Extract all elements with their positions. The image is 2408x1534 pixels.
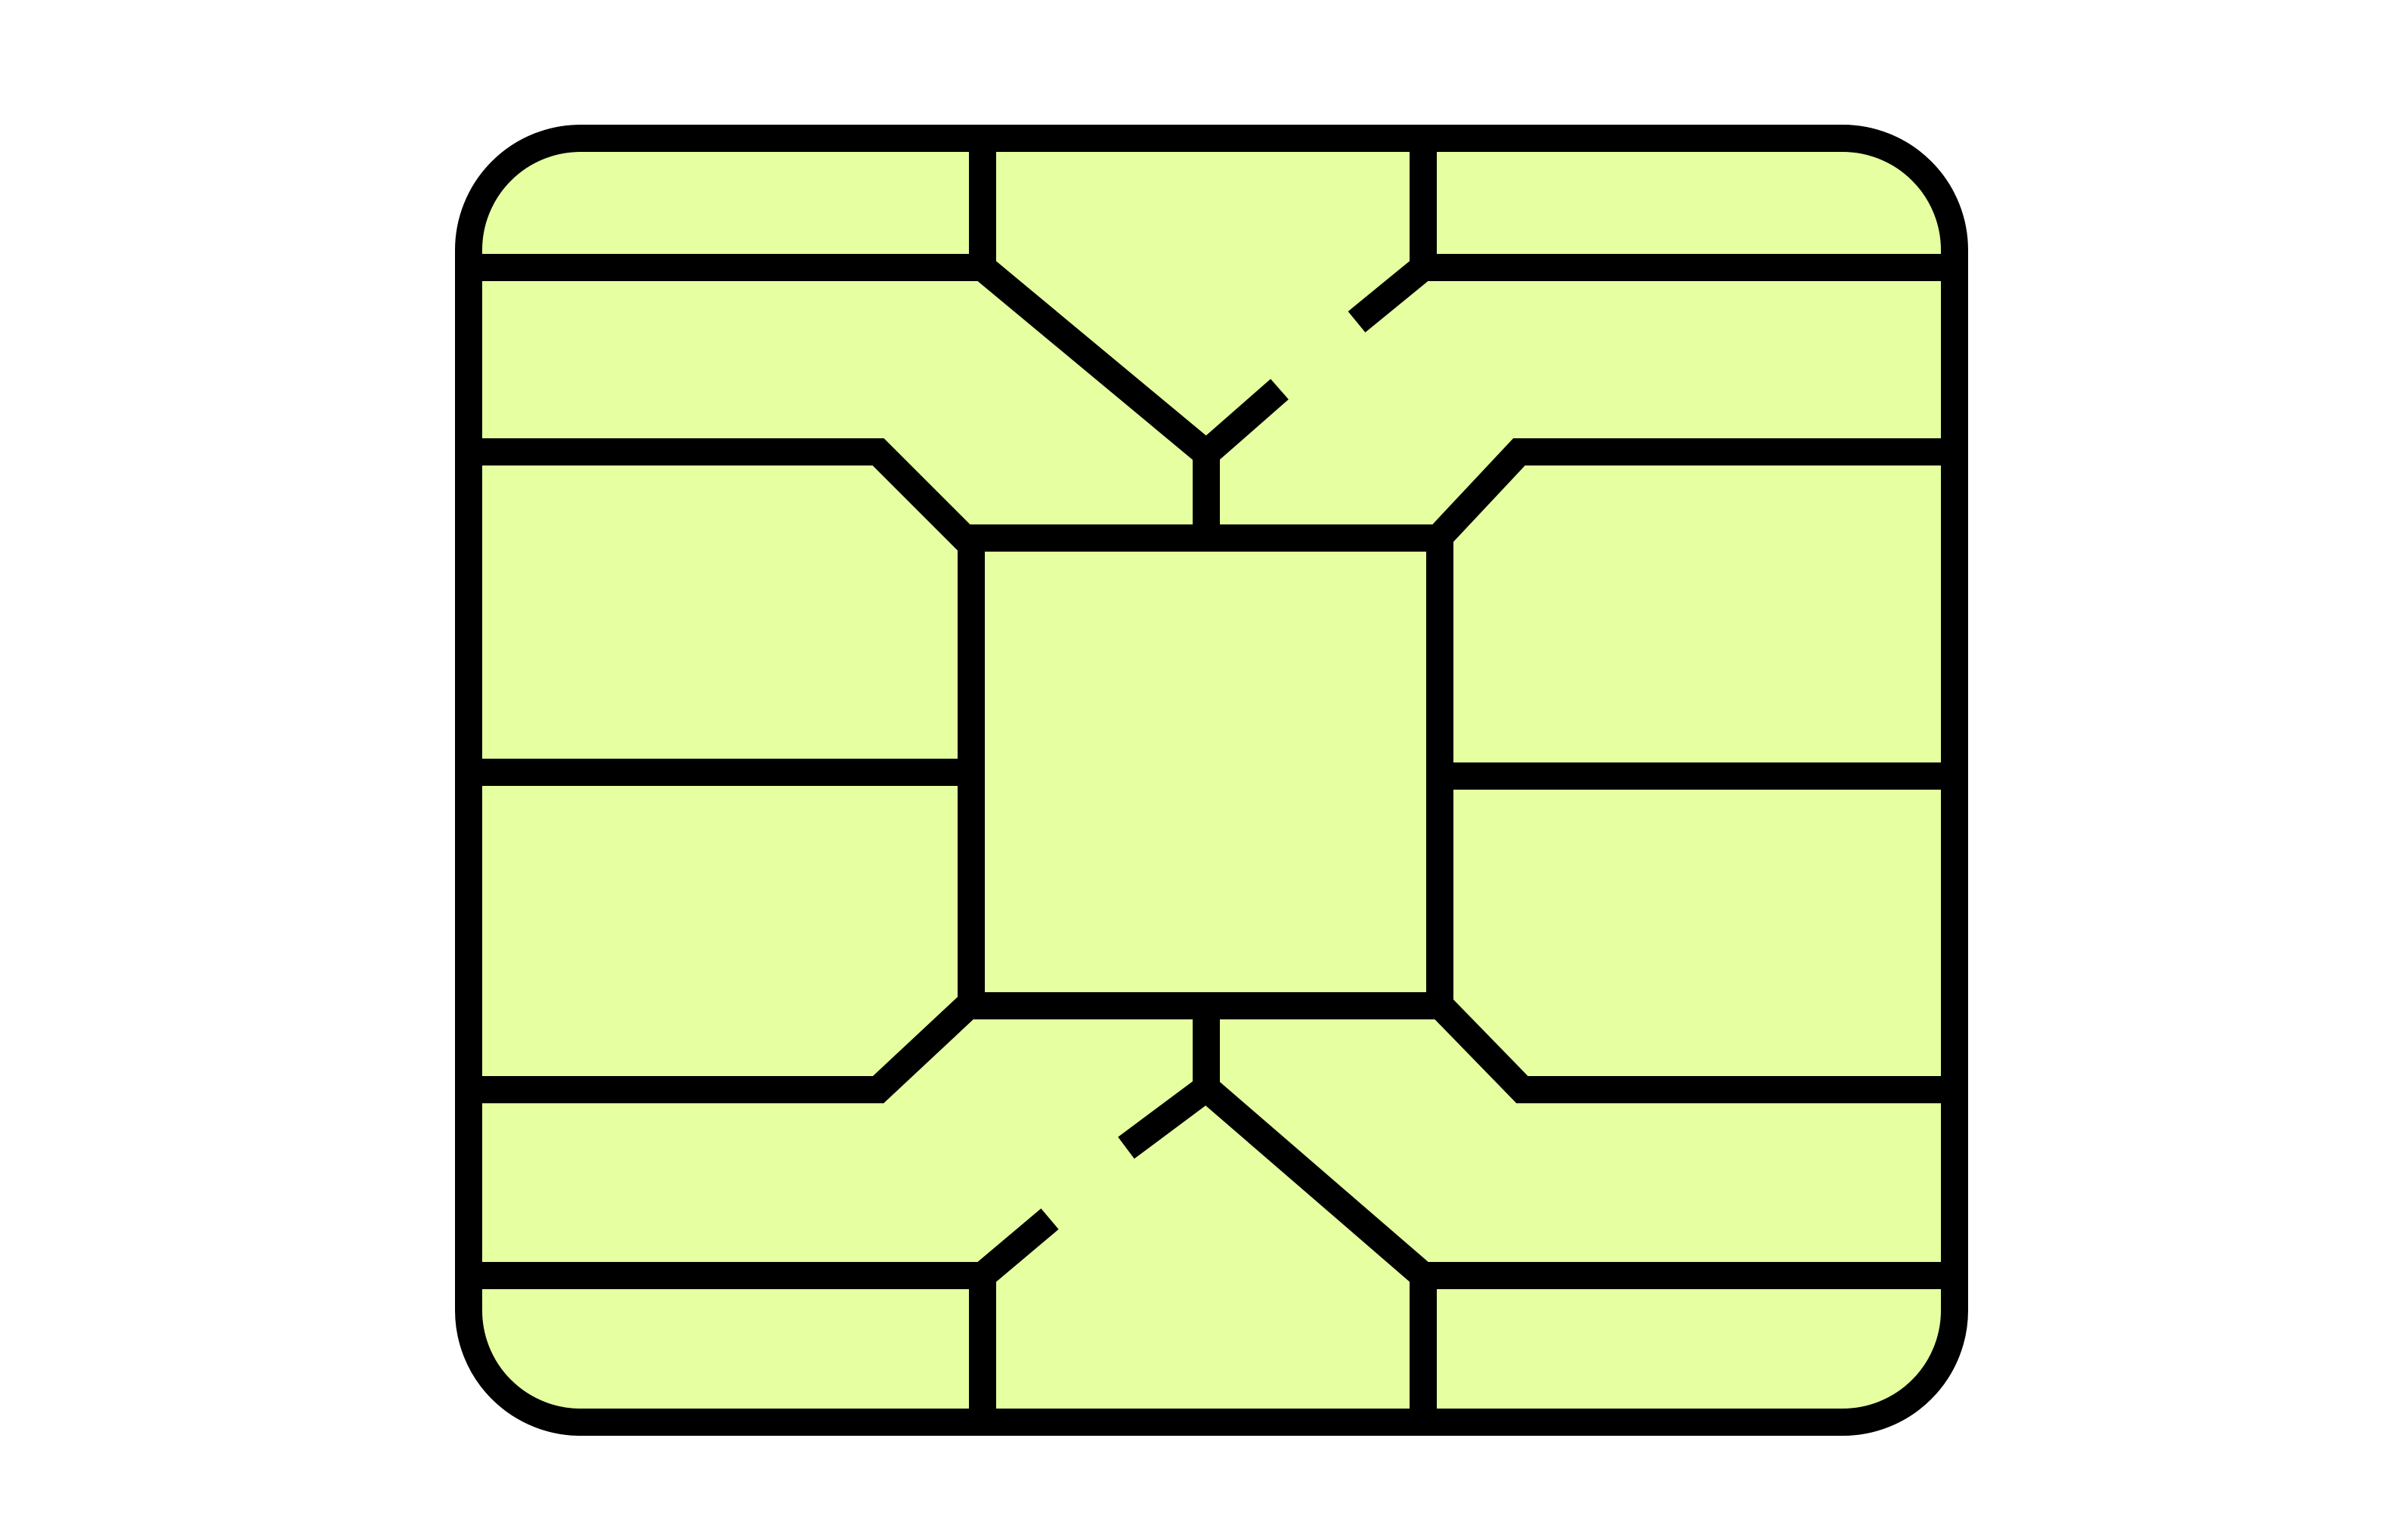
contact-line-bottom-stub-branch bbox=[973, 1208, 1059, 1286]
contact-line-bottom-left-branch bbox=[1118, 1077, 1215, 1159]
contact-line-left-lower-contour bbox=[469, 992, 981, 1103]
contact-line-top-branch bbox=[1197, 379, 1289, 464]
contact-line-right-lower-contour bbox=[1430, 995, 1955, 1103]
contact-line-left-upper-contour bbox=[469, 438, 981, 555]
contact-line-top-right-branch bbox=[1348, 257, 1432, 332]
contact-line-right-upper-contour bbox=[1429, 438, 1955, 546]
chip-contact-lines bbox=[469, 138, 1955, 1422]
